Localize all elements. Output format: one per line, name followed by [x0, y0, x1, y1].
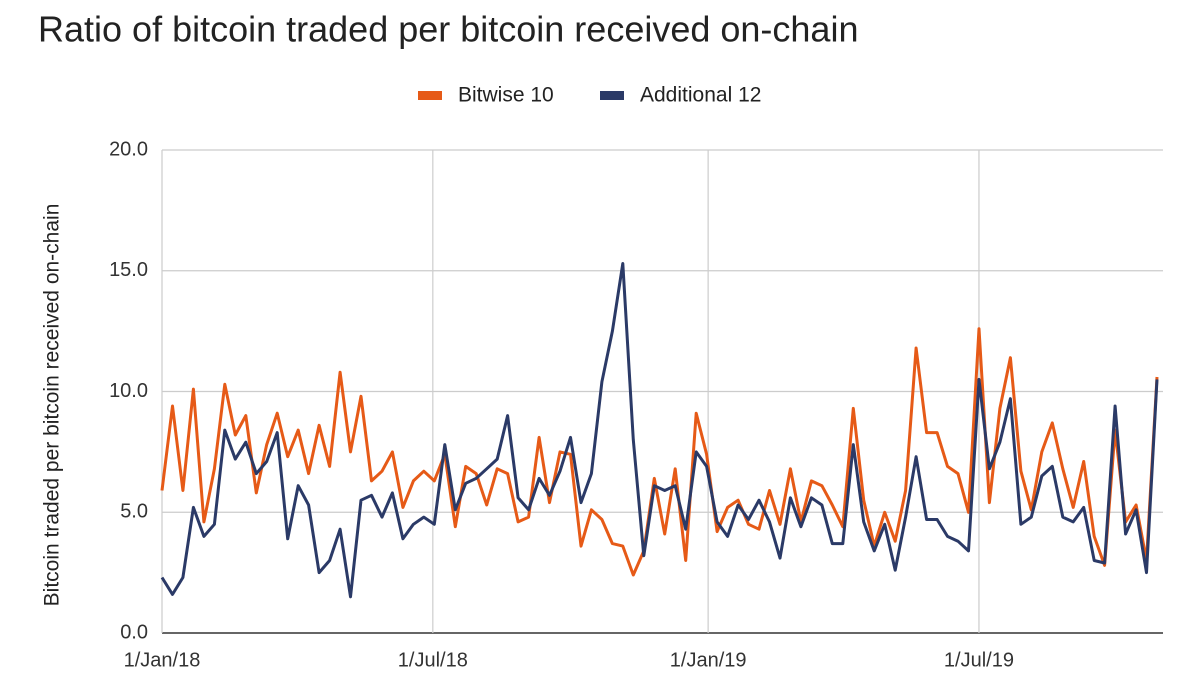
series-line	[160, 262, 1159, 599]
y-tick-label: 10.0	[109, 380, 148, 402]
legend-label: Bitwise 10	[458, 84, 554, 107]
legend-label: Additional 12	[640, 84, 761, 107]
y-tick-label: 5.0	[120, 501, 148, 523]
y-axis-title: Bitcoin traded per bitcoin received on-c…	[41, 204, 64, 607]
x-tick-label: 1/Jul/19	[944, 649, 1014, 671]
series-line	[160, 327, 1159, 577]
legend-swatch	[418, 91, 442, 100]
x-tick-label: 1/Jan/19	[670, 649, 747, 671]
chart-title: Ratio of bitcoin traded per bitcoin rece…	[38, 9, 858, 50]
legend-swatch	[600, 91, 624, 100]
x-tick-label: 1/Jul/18	[398, 649, 468, 671]
y-tick-label: 0.0	[120, 621, 148, 643]
y-tick-label: 20.0	[109, 138, 148, 160]
x-tick-label: 1/Jan/18	[124, 649, 201, 671]
y-tick-label: 15.0	[109, 259, 148, 281]
